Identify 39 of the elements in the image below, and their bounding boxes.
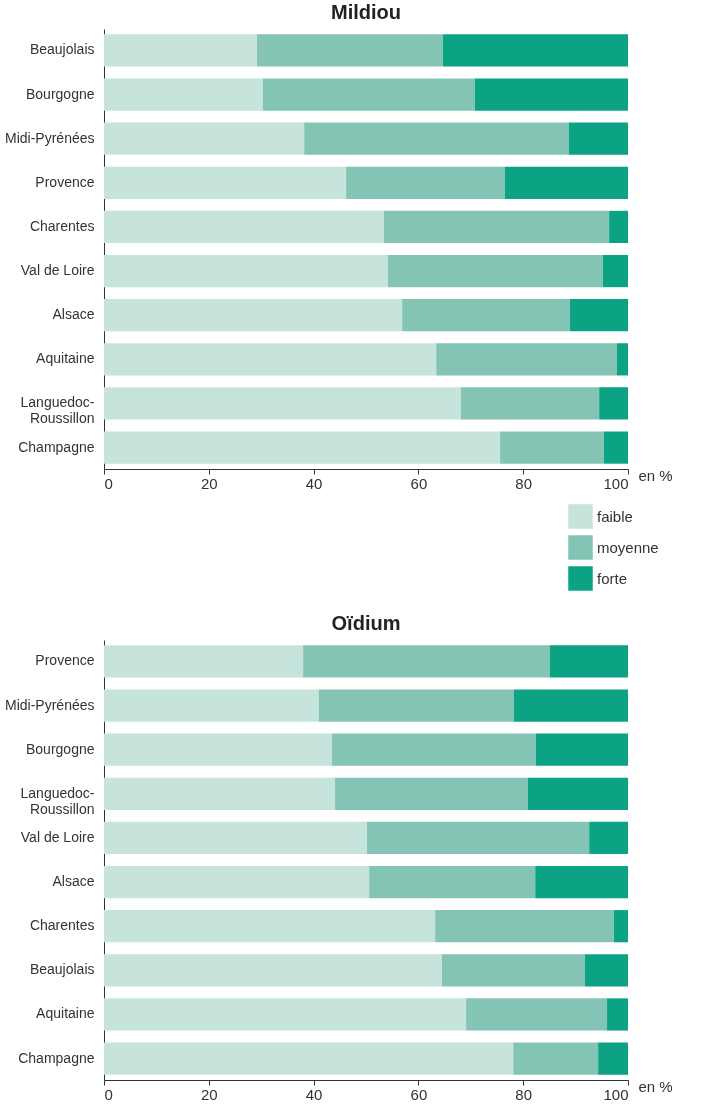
y-tick-label: Charentes	[29, 917, 95, 934]
y-tick-label: Languedoc-Roussillon	[20, 784, 95, 817]
x-tick-label: 100	[603, 474, 629, 492]
chart-title: Mildiou	[331, 1, 401, 23]
y-tick-label: Alsace	[52, 306, 95, 323]
y-tick-label: Beaujolais	[29, 961, 95, 978]
x-tick-label: 0	[104, 474, 113, 492]
y-tick-label: Languedoc-Roussillon	[20, 394, 95, 427]
x-tick-label: 0	[104, 1085, 113, 1103]
y-tick-label: Val de Loire	[20, 828, 95, 845]
y-tick-label: Champagne	[18, 1049, 95, 1066]
x-axis-title: en %	[638, 1077, 673, 1095]
x-tick-label: 20	[200, 1085, 218, 1103]
legend-label: moyenne	[597, 538, 659, 556]
y-tick-label: Beaujolais	[29, 41, 95, 58]
x-tick-label: 60	[410, 1085, 428, 1103]
x-tick-label: 20	[200, 474, 218, 492]
x-tick-label: 80	[515, 1085, 533, 1103]
chart-title: Oïdium	[331, 612, 401, 634]
y-tick-label: Midi-Pyrénées	[5, 696, 95, 713]
x-tick-label: 60	[410, 474, 428, 492]
y-tick-label: Bourgogne	[25, 740, 95, 757]
x-axis-title: en %	[638, 466, 673, 484]
y-tick-label: Aquitaine	[36, 1005, 95, 1022]
y-tick-label: Charentes	[29, 217, 95, 234]
y-tick-label: Bourgogne	[25, 85, 95, 102]
y-tick-label: Aquitaine	[36, 350, 95, 367]
legend-label: forte	[597, 569, 628, 587]
y-tick-label: Provence	[35, 173, 95, 190]
x-tick-label: 40	[305, 474, 323, 492]
legend-label: faible	[597, 507, 633, 525]
x-tick-label: 40	[305, 1085, 323, 1103]
y-tick-label: Alsace	[52, 873, 95, 890]
y-tick-label: Provence	[35, 652, 95, 669]
x-tick-label: 80	[515, 474, 533, 492]
y-tick-label: Val de Loire	[20, 262, 95, 279]
x-tick-label: 100	[603, 1085, 629, 1103]
y-tick-label: Midi-Pyrénées	[5, 129, 95, 146]
y-tick-label: Champagne	[18, 438, 95, 455]
